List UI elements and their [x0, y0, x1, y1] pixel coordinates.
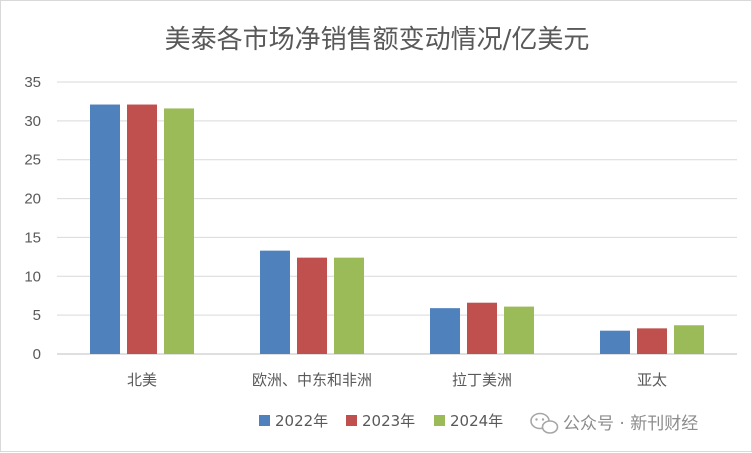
y-tick-label: 15	[24, 229, 41, 246]
y-tick-label: 20	[24, 191, 41, 208]
y-tick-label: 10	[24, 268, 41, 285]
category-labels: 北美 欧洲、中东和非洲 拉丁美洲 亚太	[127, 371, 667, 389]
legend-swatch	[434, 415, 445, 426]
bar	[164, 108, 194, 355]
legend: 2022年 2023年 2024年	[259, 412, 503, 430]
category-label: 亚太	[637, 371, 667, 389]
legend-item: 2022年	[259, 412, 328, 430]
y-axis-ticks: 0 5 10 15 20 25 30 35	[24, 74, 41, 363]
category-label: 拉丁美洲	[452, 371, 512, 389]
chart-title: 美泰各市场净销售额变动情况/亿美元	[165, 25, 590, 55]
y-tick-label: 25	[24, 152, 41, 169]
bar	[334, 257, 364, 354]
bar	[504, 306, 534, 354]
legend-swatch	[346, 415, 357, 426]
legend-label: 2023年	[362, 412, 415, 430]
y-tick-label: 35	[24, 74, 41, 91]
bar	[637, 328, 667, 354]
bar	[467, 302, 497, 354]
watermark-text: 公众号 · 新刊财经	[563, 414, 698, 434]
legend-item: 2023年	[346, 412, 415, 430]
wechat-icon	[530, 412, 559, 434]
legend-item: 2024年	[434, 412, 503, 430]
grid-lines	[57, 81, 737, 355]
y-tick-label: 30	[24, 113, 41, 130]
category-label: 北美	[127, 371, 157, 389]
category-label: 欧洲、中东和非洲	[252, 371, 372, 389]
bar	[297, 257, 327, 354]
watermark: 公众号 · 新刊财经	[530, 412, 698, 434]
legend-swatch	[259, 415, 270, 426]
legend-label: 2022年	[275, 412, 328, 430]
bars	[90, 104, 704, 355]
bar	[600, 330, 630, 354]
y-tick-label: 0	[33, 346, 41, 363]
bar	[127, 104, 157, 354]
bar	[90, 104, 120, 354]
bar	[260, 250, 290, 354]
legend-label: 2024年	[450, 412, 503, 430]
bar	[674, 325, 704, 354]
y-tick-label: 5	[33, 307, 41, 324]
bar	[430, 308, 460, 354]
